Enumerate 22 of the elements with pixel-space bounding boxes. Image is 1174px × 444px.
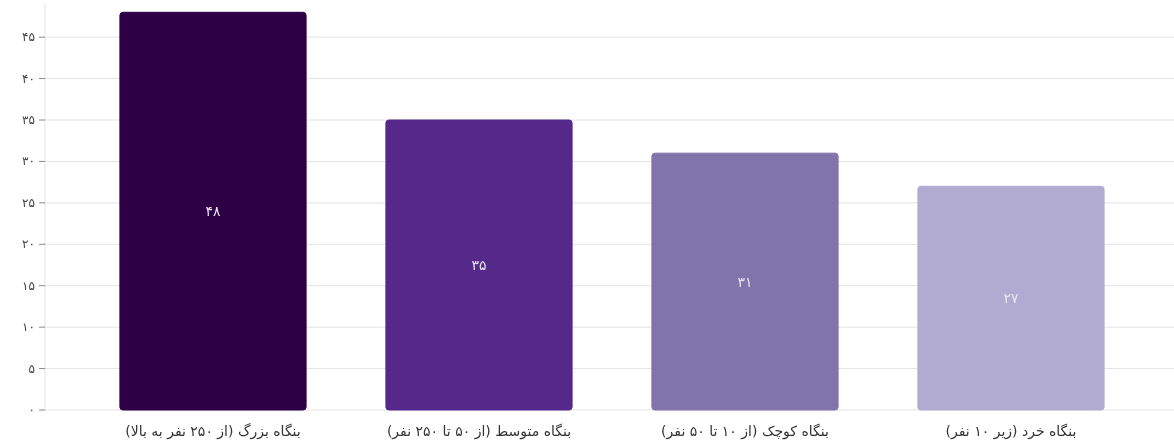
x-tick-label: بنگاه بزرگ (از ۲۵۰ نفر به بالا) bbox=[125, 422, 301, 440]
y-tick-label: ۱۰ bbox=[22, 320, 35, 335]
data-label: ۲۷ bbox=[1003, 290, 1019, 307]
data-label: ۳۱ bbox=[737, 273, 753, 290]
y-tick-label: ۳۰ bbox=[22, 154, 35, 169]
y-tick-label: ۰ bbox=[28, 403, 35, 417]
y-tick-label: ۵ bbox=[28, 361, 35, 376]
y-tick-label: ۴۰ bbox=[22, 71, 35, 86]
x-tick-label: بنگاه متوسط (از ۵۰ تا ۲۵۰ نفر) bbox=[386, 423, 572, 440]
y-tick-label: ۳۵ bbox=[22, 113, 35, 127]
bar bbox=[119, 11, 307, 411]
y-tick-label: ۲۵ bbox=[22, 195, 35, 210]
bar bbox=[385, 119, 573, 411]
bar bbox=[651, 152, 839, 411]
y-tick-label: ۱۵ bbox=[22, 278, 35, 293]
bar bbox=[917, 185, 1105, 411]
data-label: ۴۸ bbox=[205, 203, 221, 220]
y-tick-label: ۲۰ bbox=[22, 237, 35, 252]
data-label: ۳۵ bbox=[471, 257, 487, 273]
y-tick-label: ۴۵ bbox=[22, 30, 35, 45]
x-tick-label: بنگاه خرد (زیر ۱۰ نفر) bbox=[945, 423, 1077, 440]
x-tick-label: بنگاه کوچک (از ۱۰ تا ۵۰ نفر) bbox=[661, 423, 829, 440]
